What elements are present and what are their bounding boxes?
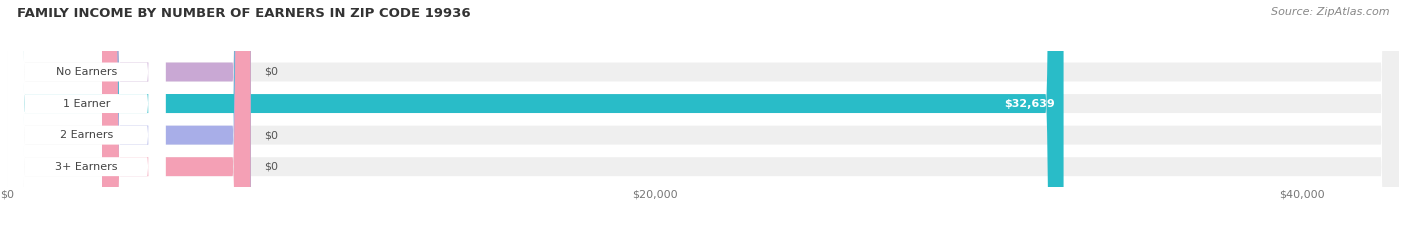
FancyBboxPatch shape xyxy=(7,0,1399,234)
Text: 2 Earners: 2 Earners xyxy=(59,130,112,140)
FancyBboxPatch shape xyxy=(7,0,1063,234)
FancyBboxPatch shape xyxy=(7,0,166,234)
FancyBboxPatch shape xyxy=(7,0,166,234)
Text: No Earners: No Earners xyxy=(56,67,117,77)
Text: $0: $0 xyxy=(264,130,278,140)
FancyBboxPatch shape xyxy=(7,0,1399,234)
Text: $32,639: $32,639 xyxy=(1004,99,1054,109)
FancyBboxPatch shape xyxy=(103,0,250,234)
Text: 1 Earner: 1 Earner xyxy=(62,99,110,109)
Text: $0: $0 xyxy=(264,67,278,77)
FancyBboxPatch shape xyxy=(103,0,250,234)
Text: $0: $0 xyxy=(264,162,278,172)
Text: FAMILY INCOME BY NUMBER OF EARNERS IN ZIP CODE 19936: FAMILY INCOME BY NUMBER OF EARNERS IN ZI… xyxy=(17,7,471,20)
FancyBboxPatch shape xyxy=(7,0,1399,234)
FancyBboxPatch shape xyxy=(7,0,1399,234)
FancyBboxPatch shape xyxy=(103,0,250,234)
FancyBboxPatch shape xyxy=(7,0,166,234)
FancyBboxPatch shape xyxy=(103,0,250,234)
FancyBboxPatch shape xyxy=(7,0,166,234)
Text: 3+ Earners: 3+ Earners xyxy=(55,162,118,172)
Text: Source: ZipAtlas.com: Source: ZipAtlas.com xyxy=(1271,7,1389,17)
